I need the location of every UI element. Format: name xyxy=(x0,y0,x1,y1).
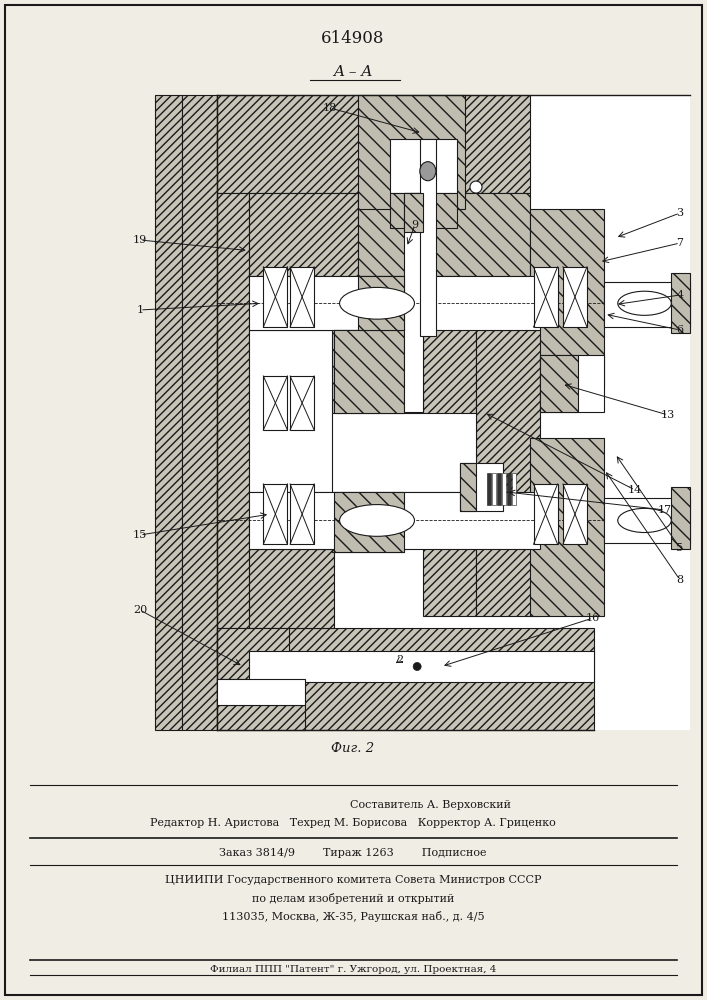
Bar xyxy=(334,492,404,552)
Text: 15: 15 xyxy=(133,530,147,540)
Bar xyxy=(540,355,578,412)
Text: A – A: A – A xyxy=(333,65,373,79)
Bar xyxy=(497,473,501,505)
Text: 13: 13 xyxy=(661,410,675,420)
Bar xyxy=(671,273,690,333)
Bar xyxy=(332,412,476,492)
Bar xyxy=(358,276,404,330)
Text: ЦНИИПИ Государственного комитета Совета Министров СССР: ЦНИИПИ Государственного комитета Совета … xyxy=(165,875,542,885)
Bar xyxy=(290,376,314,430)
Bar xyxy=(332,330,404,412)
Bar xyxy=(358,193,530,276)
Bar xyxy=(491,473,496,505)
Text: Фиг. 2: Фиг. 2 xyxy=(332,742,375,755)
Bar xyxy=(216,679,305,705)
Text: 113035, Москва, Ж-35, Раушская наб., д. 4/5: 113035, Москва, Ж-35, Раушская наб., д. … xyxy=(222,911,484,922)
Bar xyxy=(404,193,423,412)
Text: Филиал ППП "Патент" г. Ужгород, ул. Проектная, 4: Филиал ППП "Патент" г. Ужгород, ул. Прое… xyxy=(210,965,496,974)
Bar xyxy=(249,651,594,682)
Text: 8: 8 xyxy=(677,575,684,585)
Text: 18: 18 xyxy=(323,103,337,113)
Circle shape xyxy=(470,181,482,193)
Bar xyxy=(216,193,249,628)
Bar xyxy=(249,330,334,492)
Bar xyxy=(604,282,690,327)
Text: по делам изобретений и открытий: по делам изобретений и открытий xyxy=(252,893,454,904)
Bar xyxy=(334,330,404,412)
Bar xyxy=(563,484,587,544)
Bar xyxy=(423,276,476,616)
Text: 1: 1 xyxy=(136,305,144,315)
Bar xyxy=(290,484,314,544)
Bar xyxy=(216,95,530,193)
Text: 14: 14 xyxy=(628,485,642,495)
Ellipse shape xyxy=(618,291,671,315)
Bar xyxy=(263,484,288,544)
Text: 2: 2 xyxy=(397,655,404,665)
Bar xyxy=(512,473,515,505)
Circle shape xyxy=(413,662,421,670)
Text: 7: 7 xyxy=(677,238,684,248)
Bar xyxy=(216,628,594,730)
Ellipse shape xyxy=(420,162,436,181)
Bar xyxy=(216,628,288,679)
Bar xyxy=(534,267,558,327)
Bar xyxy=(263,267,288,327)
Bar xyxy=(249,549,334,628)
Bar xyxy=(534,484,558,544)
Text: 4: 4 xyxy=(677,290,684,300)
Bar xyxy=(155,95,182,730)
Bar xyxy=(290,267,314,327)
Bar xyxy=(671,487,690,549)
Bar xyxy=(540,355,604,412)
Bar xyxy=(420,139,436,336)
Bar xyxy=(507,473,510,505)
Bar xyxy=(476,330,540,616)
Bar xyxy=(404,193,423,232)
Ellipse shape xyxy=(339,287,414,319)
Bar xyxy=(390,139,457,193)
Text: Составитель А. Верховский: Составитель А. Верховский xyxy=(349,800,510,810)
Bar xyxy=(249,492,540,549)
Text: 3: 3 xyxy=(677,208,684,218)
Text: Редактор Н. Аристова   Техред М. Борисова   Корректор А. Гриценко: Редактор Н. Аристова Техред М. Борисова … xyxy=(150,818,556,828)
Text: 6: 6 xyxy=(677,325,684,335)
Bar xyxy=(502,473,506,505)
Text: 19: 19 xyxy=(133,235,147,245)
Bar xyxy=(530,209,604,387)
Ellipse shape xyxy=(618,508,671,533)
Bar xyxy=(263,376,288,430)
Text: 17: 17 xyxy=(658,505,672,515)
Text: 16: 16 xyxy=(586,613,600,623)
Bar xyxy=(358,95,465,209)
Bar xyxy=(155,95,690,730)
Bar xyxy=(563,267,587,327)
Bar xyxy=(249,276,540,330)
Text: Заказ 3814/9        Тираж 1263        Подписное: Заказ 3814/9 Тираж 1263 Подписное xyxy=(219,848,486,858)
Ellipse shape xyxy=(339,505,414,536)
Bar xyxy=(332,492,404,552)
Bar xyxy=(604,498,690,543)
Text: 5: 5 xyxy=(677,543,684,553)
Bar xyxy=(486,473,491,505)
Text: 614908: 614908 xyxy=(321,30,385,47)
Bar xyxy=(390,193,457,228)
Bar xyxy=(216,705,305,730)
Bar xyxy=(460,463,503,511)
Text: 20: 20 xyxy=(133,605,147,615)
Text: 9: 9 xyxy=(411,220,419,230)
Bar xyxy=(249,193,358,276)
Bar xyxy=(182,95,216,730)
Bar xyxy=(530,438,604,616)
Bar xyxy=(460,463,476,511)
